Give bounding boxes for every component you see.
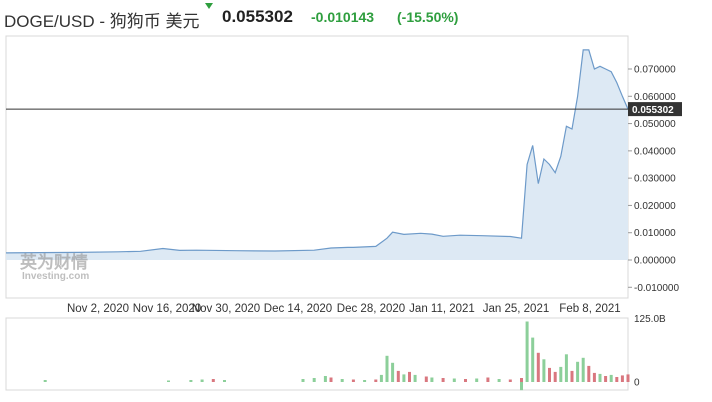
volume-bar	[413, 374, 417, 382]
price-tick-label: 0.040000	[634, 146, 676, 157]
volume-bar	[564, 354, 568, 382]
volume-bar	[441, 378, 445, 382]
volume-bar	[576, 361, 580, 382]
date-label: Nov 30, 2020	[192, 303, 260, 315]
volume-bar	[408, 371, 411, 382]
watermark-english: Investing.com	[22, 271, 89, 282]
current-price-tag	[628, 102, 682, 117]
volume-bar	[604, 376, 608, 382]
volume-bar	[391, 362, 395, 382]
volume-bar	[520, 378, 523, 382]
volume-bar	[525, 321, 529, 382]
price-tick-label: 0.030000	[634, 174, 676, 185]
volume-bar	[200, 379, 204, 382]
volume-bar	[464, 379, 467, 382]
volume-bar	[542, 359, 546, 382]
volume-bar	[570, 370, 574, 382]
date-label: Nov 16, 2020	[133, 303, 201, 315]
price-line	[5, 49, 629, 254]
price-tick-label: 0.000000	[634, 256, 676, 267]
price-tick-label: 0.020000	[634, 201, 676, 212]
pair-title: DOGE/USD - 狗狗币 美元	[4, 12, 200, 31]
volume-bar	[211, 379, 215, 382]
volume-bar	[312, 378, 316, 382]
volume-bar	[340, 379, 344, 382]
investing-watermark: 英为财情 Investing.com	[20, 252, 89, 282]
volume-bar	[620, 375, 624, 382]
volume-bar	[609, 374, 613, 382]
volume-bar	[592, 372, 596, 382]
price-tick-label: 0.060000	[634, 92, 676, 103]
volume-bar	[520, 382, 523, 391]
volume-bar	[167, 380, 170, 382]
date-label: Feb 8, 2021	[559, 303, 620, 315]
price-tick-label: 0.010000	[634, 228, 676, 239]
volume-bar	[587, 365, 591, 382]
volume-panel-border	[5, 317, 629, 391]
current-price-line: 0.055302	[6, 102, 682, 117]
volume-axis: 125.0B 0	[634, 314, 666, 389]
volume-zero-label: 0	[634, 378, 640, 389]
volume-bar	[424, 376, 428, 382]
volume-bar	[396, 370, 400, 382]
volume-bar	[363, 380, 367, 382]
watermark-chinese: 英为财情	[20, 252, 88, 273]
chart-header: DOGE/USD - 狗狗币 美元 0.055302 -0.010143 (-1…	[0, 0, 712, 32]
date-label: Dec 28, 2020	[337, 303, 405, 315]
volume-bar	[536, 352, 540, 382]
volume-bar	[329, 377, 333, 382]
date-label: Nov 2, 2020	[67, 303, 129, 315]
volume-bar	[486, 377, 490, 382]
volume-bar	[402, 374, 406, 382]
price-area	[5, 49, 629, 261]
date-label: Jan 11, 2021	[409, 303, 475, 315]
volume-bar	[615, 377, 619, 382]
volume-bar	[452, 378, 456, 382]
price-area-fill	[6, 49, 628, 261]
volume-bar	[508, 379, 512, 382]
price-down-arrow-icon	[205, 3, 213, 9]
volume-bar	[351, 379, 355, 382]
price-change-percent: (-15.50%)	[397, 9, 459, 25]
volume-bar	[553, 371, 557, 382]
volume-bar	[475, 378, 479, 382]
price-axis-ticks: 0.070000 0.060000 0.050000 0.040000 0.030000…	[628, 65, 679, 294]
volume-bar	[374, 379, 378, 382]
price-change: -0.010143	[311, 9, 375, 25]
volume-bar	[626, 374, 630, 382]
date-label: Dec 14, 2020	[264, 303, 332, 315]
current-price: 0.055302	[222, 7, 293, 26]
volume-bar	[301, 379, 305, 382]
volume-bar	[323, 376, 327, 382]
price-tick-label: -0.010000	[634, 283, 679, 294]
volume-bar	[548, 367, 551, 382]
price-tick-label: 0.050000	[634, 119, 676, 130]
volume-max-label: 125.0B	[634, 314, 666, 325]
date-label: Jan 25, 2021	[483, 303, 550, 315]
volume-bar	[531, 337, 535, 382]
volume-bar	[43, 380, 47, 382]
volume-bar	[223, 380, 226, 382]
volume-bars	[43, 321, 630, 391]
volume-bar	[598, 373, 602, 382]
volume-bar	[385, 355, 389, 382]
volume-bar	[430, 377, 434, 382]
price-tick-label: 0.070000	[634, 65, 676, 76]
volume-bar	[379, 374, 383, 382]
volume-bar	[497, 379, 501, 382]
volume-bar	[559, 366, 563, 382]
volume-bar	[581, 357, 585, 382]
current-price-tag-label: 0.055302	[632, 105, 674, 116]
volume-bar	[189, 380, 193, 382]
